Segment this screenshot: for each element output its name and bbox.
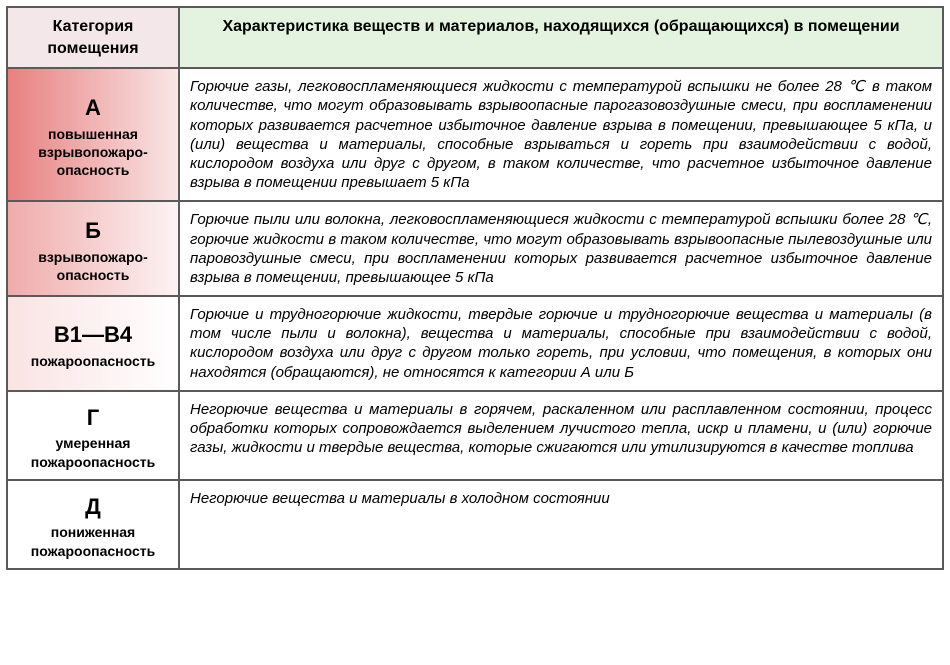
category-cell: Дпониженная пожароопасность: [7, 480, 179, 569]
category-letter: Б: [18, 217, 168, 246]
category-cell: Гумеренная пожароопасность: [7, 391, 179, 480]
table-row: Гумеренная пожароопасностьНегорючие веще…: [7, 391, 943, 480]
description-cell: Негорючие вещества и материалы в горячем…: [179, 391, 943, 480]
category-letter: Г: [18, 404, 168, 433]
category-subtitle: повышенная взрывопожаро-опасность: [38, 126, 148, 178]
table-header-row: Категория помещения Характеристика вещес…: [7, 7, 943, 68]
category-cell: Аповышенная взрывопожаро-опасность: [7, 68, 179, 201]
description-cell: Горючие газы, легковоспламеняющиеся жидк…: [179, 68, 943, 201]
category-letter: Д: [18, 493, 168, 522]
header-description: Характеристика веществ и материалов, нах…: [179, 7, 943, 68]
category-subtitle: взрывопожаро-опасность: [38, 249, 148, 283]
header-category: Категория помещения: [7, 7, 179, 68]
table-row: Бвзрывопожаро-опасностьГорючие пыли или …: [7, 201, 943, 296]
category-subtitle: умеренная пожароопасность: [31, 435, 155, 469]
category-subtitle: пониженная пожароопасность: [31, 524, 155, 558]
table-row: В1—В4 пожароопасность Горючие и трудногорю…: [7, 296, 943, 391]
category-letter: А: [18, 94, 168, 123]
description-cell: Негорючие вещества и материалы в холодно…: [179, 480, 943, 569]
description-cell: Горючие и трудногорючие жидкости, тверды…: [179, 296, 943, 391]
category-cell: Бвзрывопожаро-опасность: [7, 201, 179, 296]
category-letter: В1—В4: [18, 321, 168, 350]
category-table: Категория помещения Характеристика вещес…: [6, 6, 944, 570]
description-cell: Горючие пыли или волокна, легковоспламен…: [179, 201, 943, 296]
table-row: Дпониженная пожароопасностьНегорючие вещ…: [7, 480, 943, 569]
table-row: Аповышенная взрывопожаро-опасностьГорючи…: [7, 68, 943, 201]
category-subtitle: пожароопасность: [31, 353, 155, 369]
category-cell: В1—В4 пожароопасность: [7, 296, 179, 391]
